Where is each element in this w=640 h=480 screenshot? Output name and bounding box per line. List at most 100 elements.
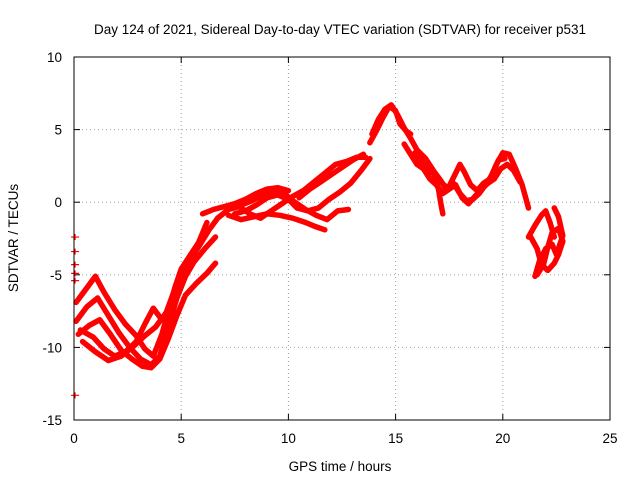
data-point-marker: [525, 234, 532, 240]
y-tick-label: 5: [54, 123, 62, 138]
data-point-marker: [112, 307, 118, 313]
data-point-marker: [253, 202, 259, 208]
series-track-20: [532, 205, 566, 280]
series-track-13: [369, 102, 532, 211]
data-point-marker: [438, 199, 444, 205]
data-point-marker: [290, 215, 296, 221]
data-point-marker: [337, 189, 343, 195]
data-point-marker: [302, 206, 309, 213]
series-track-19: [525, 208, 558, 240]
data-point-marker: [476, 190, 482, 197]
data-point-marker: [532, 222, 538, 229]
data-point-marker: [555, 214, 562, 220]
data-point-marker: [502, 156, 508, 162]
data-point-marker: [75, 331, 81, 337]
data-point-marker: [332, 161, 339, 168]
data-point-marker: [71, 392, 80, 399]
data-point-marker: [232, 201, 238, 207]
data-point-marker: [71, 270, 80, 277]
data-point-marker: [457, 190, 463, 197]
data-point-marker: [483, 182, 489, 188]
data-point-marker: [495, 157, 502, 163]
plot-frame: [73, 56, 611, 421]
data-point-marker: [549, 241, 555, 247]
data-point-marker: [285, 187, 291, 194]
data-point-marker: [137, 356, 144, 362]
data-point-marker: [317, 179, 324, 185]
x-tick-label: 15: [388, 431, 403, 446]
series-stray-points: [71, 234, 80, 399]
data-point-marker: [401, 141, 407, 147]
data-point-marker: [517, 179, 523, 185]
data-point-marker: [142, 346, 148, 352]
data-point-marker: [367, 140, 373, 146]
data-point-marker: [444, 185, 450, 191]
data-point-marker: [90, 334, 96, 340]
data-point-marker: [538, 212, 544, 218]
data-point-marker: [212, 234, 219, 240]
data-point-marker: [369, 131, 375, 137]
data-point-marker: [500, 150, 506, 156]
data-point-marker: [358, 167, 364, 173]
data-point-marker: [322, 227, 328, 233]
series-track-line: [532, 205, 566, 280]
data-point-marker: [253, 190, 259, 197]
data-point-marker: [498, 166, 504, 172]
y-axis-label: SDTVAR / TECUs: [6, 184, 21, 293]
data-point-marker: [142, 333, 148, 339]
data-point-marker: [202, 246, 208, 252]
data-point-marker: [71, 234, 80, 241]
data-point-marker: [401, 125, 407, 131]
data-point-marker: [77, 327, 84, 333]
data-point-marker: [129, 356, 135, 362]
data-point-marker: [142, 321, 148, 327]
x-tick-label: 5: [177, 431, 185, 446]
data-point-marker: [532, 273, 538, 279]
data-point-marker: [510, 167, 517, 173]
data-point-marker: [193, 280, 199, 287]
y-tick-label: 10: [47, 50, 62, 65]
data-point-marker: [97, 317, 103, 323]
data-point-marker: [324, 217, 330, 223]
data-point-marker: [431, 173, 437, 179]
data-point-marker: [560, 232, 566, 239]
data-point-marker: [302, 219, 309, 226]
x-tick-label: 20: [495, 431, 510, 446]
data-point-marker: [540, 262, 547, 268]
y-tick-label: -5: [50, 268, 62, 283]
data-point-marker: [140, 363, 146, 369]
data-series: [71, 102, 566, 399]
data-point-marker: [534, 246, 540, 252]
data-point-marker: [543, 246, 549, 252]
data-point-marker: [122, 321, 129, 327]
data-point-marker: [225, 212, 231, 218]
data-point-marker: [468, 182, 474, 188]
data-point-marker: [92, 273, 99, 279]
data-point-marker: [414, 161, 420, 168]
data-point-marker: [105, 312, 111, 319]
series-track-line: [525, 208, 558, 240]
data-point-marker: [375, 116, 382, 123]
data-point-marker: [152, 324, 159, 330]
data-point-marker: [461, 169, 467, 175]
data-point-marker: [435, 186, 442, 192]
data-point-marker: [86, 323, 92, 329]
data-point-marker: [131, 343, 137, 349]
data-point-marker: [191, 259, 197, 265]
tick-labels: 0 5 10 15 20 25 -15 -10 -5 0 5 10: [42, 50, 617, 446]
data-point-marker: [92, 349, 99, 355]
data-point-marker: [551, 260, 557, 266]
data-point-marker: [251, 214, 257, 220]
series-track-8: [238, 187, 352, 223]
data-point-marker: [315, 205, 322, 211]
data-point-marker: [423, 156, 429, 162]
data-point-marker: [418, 158, 424, 165]
series-track-16: [431, 173, 446, 217]
data-point-marker: [292, 199, 298, 205]
series-track-10: [199, 184, 292, 217]
data-point-marker: [118, 353, 124, 359]
data-point-marker: [450, 174, 457, 181]
data-point-marker: [296, 195, 302, 201]
series-track-line: [431, 173, 446, 217]
data-point-marker: [182, 292, 189, 298]
